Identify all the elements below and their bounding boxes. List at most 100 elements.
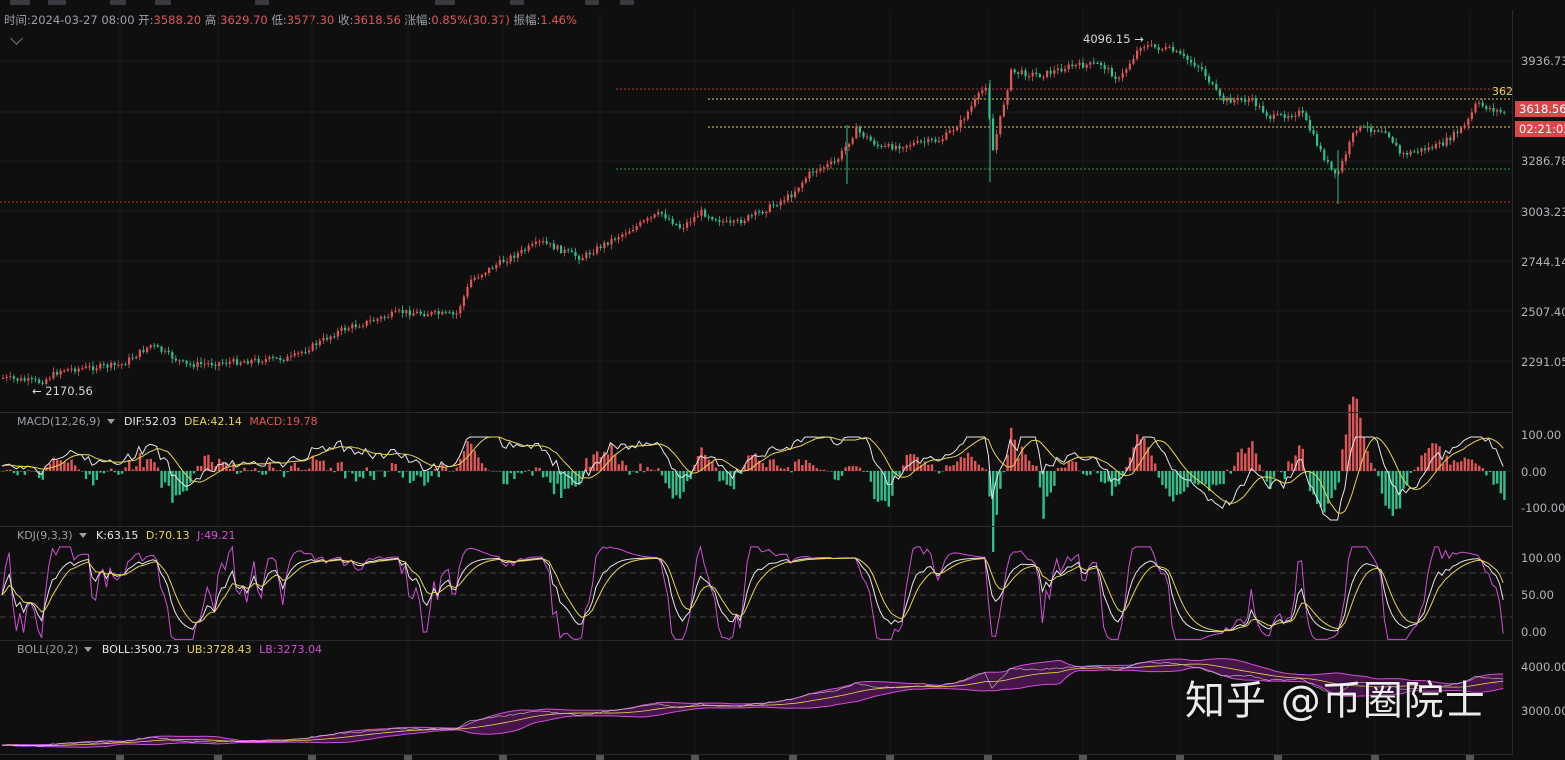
candle-body <box>790 194 793 198</box>
toolbar-button[interactable] <box>585 0 599 5</box>
candle-body <box>736 219 739 221</box>
macd-histogram-bar <box>1150 455 1153 471</box>
macd-histogram-bar <box>974 460 977 471</box>
macd-histogram-bar <box>992 471 995 552</box>
macd-histogram-bar <box>34 471 37 472</box>
macd-histogram-bar <box>462 451 466 471</box>
macd-histogram-bar <box>509 471 512 474</box>
candle-body <box>1060 68 1063 72</box>
candle-body <box>336 330 339 337</box>
macd-histogram-bar <box>1222 471 1225 485</box>
macd-settings-caret-icon[interactable] <box>106 419 115 424</box>
macd-histogram-bar <box>1125 466 1128 471</box>
macd-histogram-bar <box>1496 471 1499 484</box>
macd-histogram-bar <box>1362 436 1366 471</box>
toolbar-button[interactable] <box>155 0 171 5</box>
macd-histogram-bar <box>390 463 394 471</box>
candle-body <box>297 353 300 355</box>
kdj-settings-caret-icon[interactable] <box>78 533 87 538</box>
macd-histogram-bar <box>653 470 656 471</box>
dea-label: DEA: <box>183 415 211 428</box>
candle-body <box>1355 130 1358 133</box>
candle-body <box>797 187 800 192</box>
macd-histogram-bar <box>909 454 912 471</box>
candle-body <box>1420 148 1423 152</box>
candle-body <box>894 145 897 150</box>
toolbar-button[interactable] <box>110 0 126 5</box>
candle-body <box>761 212 764 214</box>
y-tick: 2291.05 <box>1521 355 1565 369</box>
candle-body <box>1344 154 1347 161</box>
candle-body <box>1226 97 1229 101</box>
candle-body <box>1006 90 1009 105</box>
change-value: 0.85%(30.37) <box>431 13 510 27</box>
candle-body <box>1402 153 1405 155</box>
candle-body <box>437 311 440 315</box>
macd-histogram-bar <box>743 465 746 471</box>
macd-histogram-bar <box>1456 462 1459 471</box>
macd-histogram-bar <box>596 451 599 471</box>
macd-histogram-bar <box>1233 465 1236 471</box>
candle-body <box>718 220 721 223</box>
macd-histogram-bar <box>138 452 142 471</box>
candle-body <box>1074 64 1077 67</box>
candle-body <box>1272 114 1275 119</box>
macd-histogram-bar <box>329 467 332 471</box>
candle-body <box>750 215 753 217</box>
candle-body <box>135 356 138 359</box>
macd-histogram-bar <box>506 471 509 485</box>
candle-body <box>45 379 48 384</box>
candle-body <box>423 313 426 316</box>
candle-body <box>794 191 797 198</box>
boll-settings-caret-icon[interactable] <box>84 647 93 652</box>
candle-body <box>866 136 869 138</box>
candle-body <box>5 376 8 378</box>
candle-body <box>1082 62 1085 68</box>
candle-body <box>1398 145 1401 154</box>
macd-histogram-bar <box>1028 460 1031 471</box>
candle-body <box>984 87 987 91</box>
toolbar-button[interactable] <box>435 0 455 5</box>
candle-body <box>1136 50 1139 59</box>
candle-body <box>815 170 818 173</box>
candle-body <box>218 362 221 366</box>
macd-histogram-bar <box>1373 468 1376 471</box>
panel-divider[interactable] <box>0 412 1512 413</box>
kdj-y-tick: 100.00 <box>1521 551 1562 565</box>
kdj-indicator-name[interactable]: KDJ(9,3,3) <box>17 529 73 542</box>
macd-histogram-bar <box>23 471 26 475</box>
toolbar-button[interactable] <box>510 0 524 5</box>
macd-histogram-bar <box>236 471 239 475</box>
candle-body <box>326 337 329 340</box>
candle-body <box>1132 58 1135 64</box>
panel-divider[interactable] <box>0 640 1512 641</box>
macd-histogram-bar <box>164 471 167 483</box>
candle-body <box>383 316 386 318</box>
toolbar-button[interactable] <box>10 0 30 5</box>
candle-body <box>1254 98 1257 107</box>
boll-indicator-name[interactable]: BOLL(20,2) <box>17 643 79 656</box>
candle-body <box>1445 137 1448 146</box>
macd-histogram-bar <box>156 467 160 471</box>
toolbar-button[interactable] <box>48 0 66 5</box>
macd-histogram-bar <box>376 470 379 472</box>
macd-histogram-bar <box>624 465 628 471</box>
panel-divider[interactable] <box>0 526 1512 527</box>
candle-body <box>358 326 361 328</box>
candle-body <box>956 127 959 131</box>
macd-histogram-bar <box>1118 471 1121 485</box>
toolbar-button[interactable] <box>620 0 634 5</box>
macd-histogram-bar <box>1424 452 1427 471</box>
candle-body <box>974 99 977 107</box>
macd-histogram-bar <box>1294 455 1297 471</box>
macd-histogram-bar <box>1406 471 1409 486</box>
candle-body <box>434 311 437 313</box>
candle-body <box>545 241 548 244</box>
macd-indicator-name[interactable]: MACD(12,26,9) <box>17 415 101 428</box>
toolbar-button[interactable] <box>255 0 269 5</box>
candle-body <box>380 316 383 319</box>
candle-body <box>1362 126 1365 128</box>
macd-histogram-bar <box>920 464 923 471</box>
macd-histogram-bar <box>336 462 340 471</box>
